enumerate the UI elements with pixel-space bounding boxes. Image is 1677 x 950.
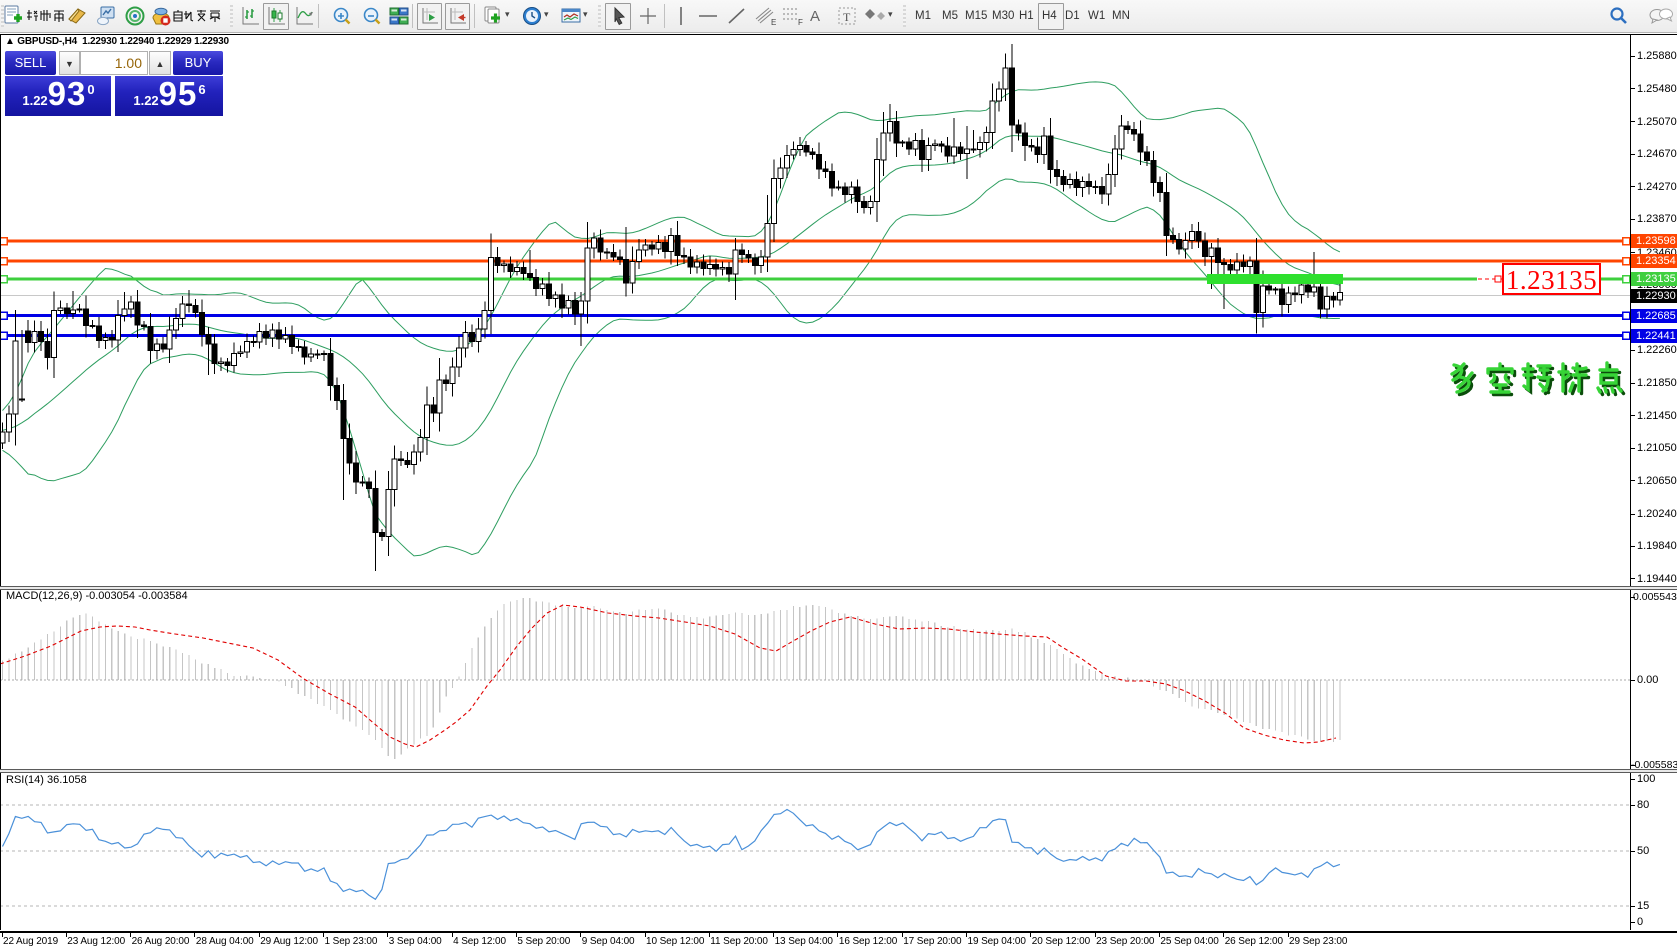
svg-text:E: E xyxy=(771,18,776,27)
svg-text:T: T xyxy=(843,10,851,24)
svg-text:F: F xyxy=(798,18,803,27)
